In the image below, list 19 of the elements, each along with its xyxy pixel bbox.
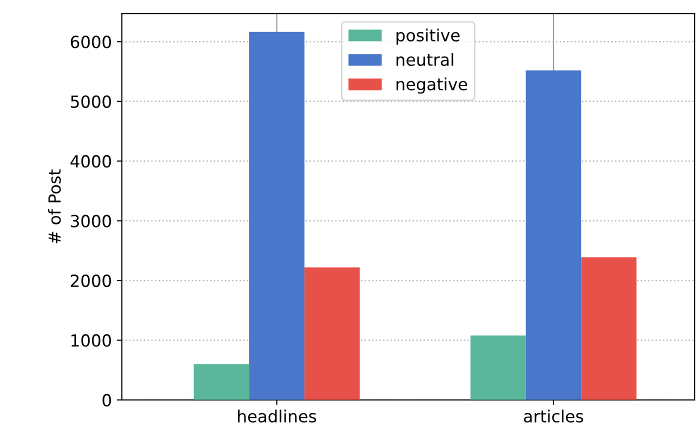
y-tick-label: 5000 [70, 95, 111, 108]
y-tick-label: 1000 [71, 334, 111, 347]
bar [249, 32, 304, 400]
y-tick-label: 2000 [70, 274, 111, 288]
y-tick-label: 3000 [70, 214, 111, 228]
bar [470, 335, 526, 400]
bar [304, 267, 360, 400]
legend-label: neutral [396, 53, 454, 66]
y-tick-label: 4000 [70, 155, 111, 168]
y-axis-title: # of Post [48, 169, 61, 244]
legend-label: negative [396, 78, 468, 94]
bar [581, 257, 636, 400]
x-tick-label: headlines [238, 410, 316, 423]
legend-label: positive [396, 28, 460, 45]
bar [526, 70, 582, 400]
y-tick-label: 6000 [70, 36, 111, 48]
y-tick-label: 0 [102, 394, 111, 406]
x-tick-label: articles [524, 410, 584, 423]
bar [194, 364, 250, 400]
